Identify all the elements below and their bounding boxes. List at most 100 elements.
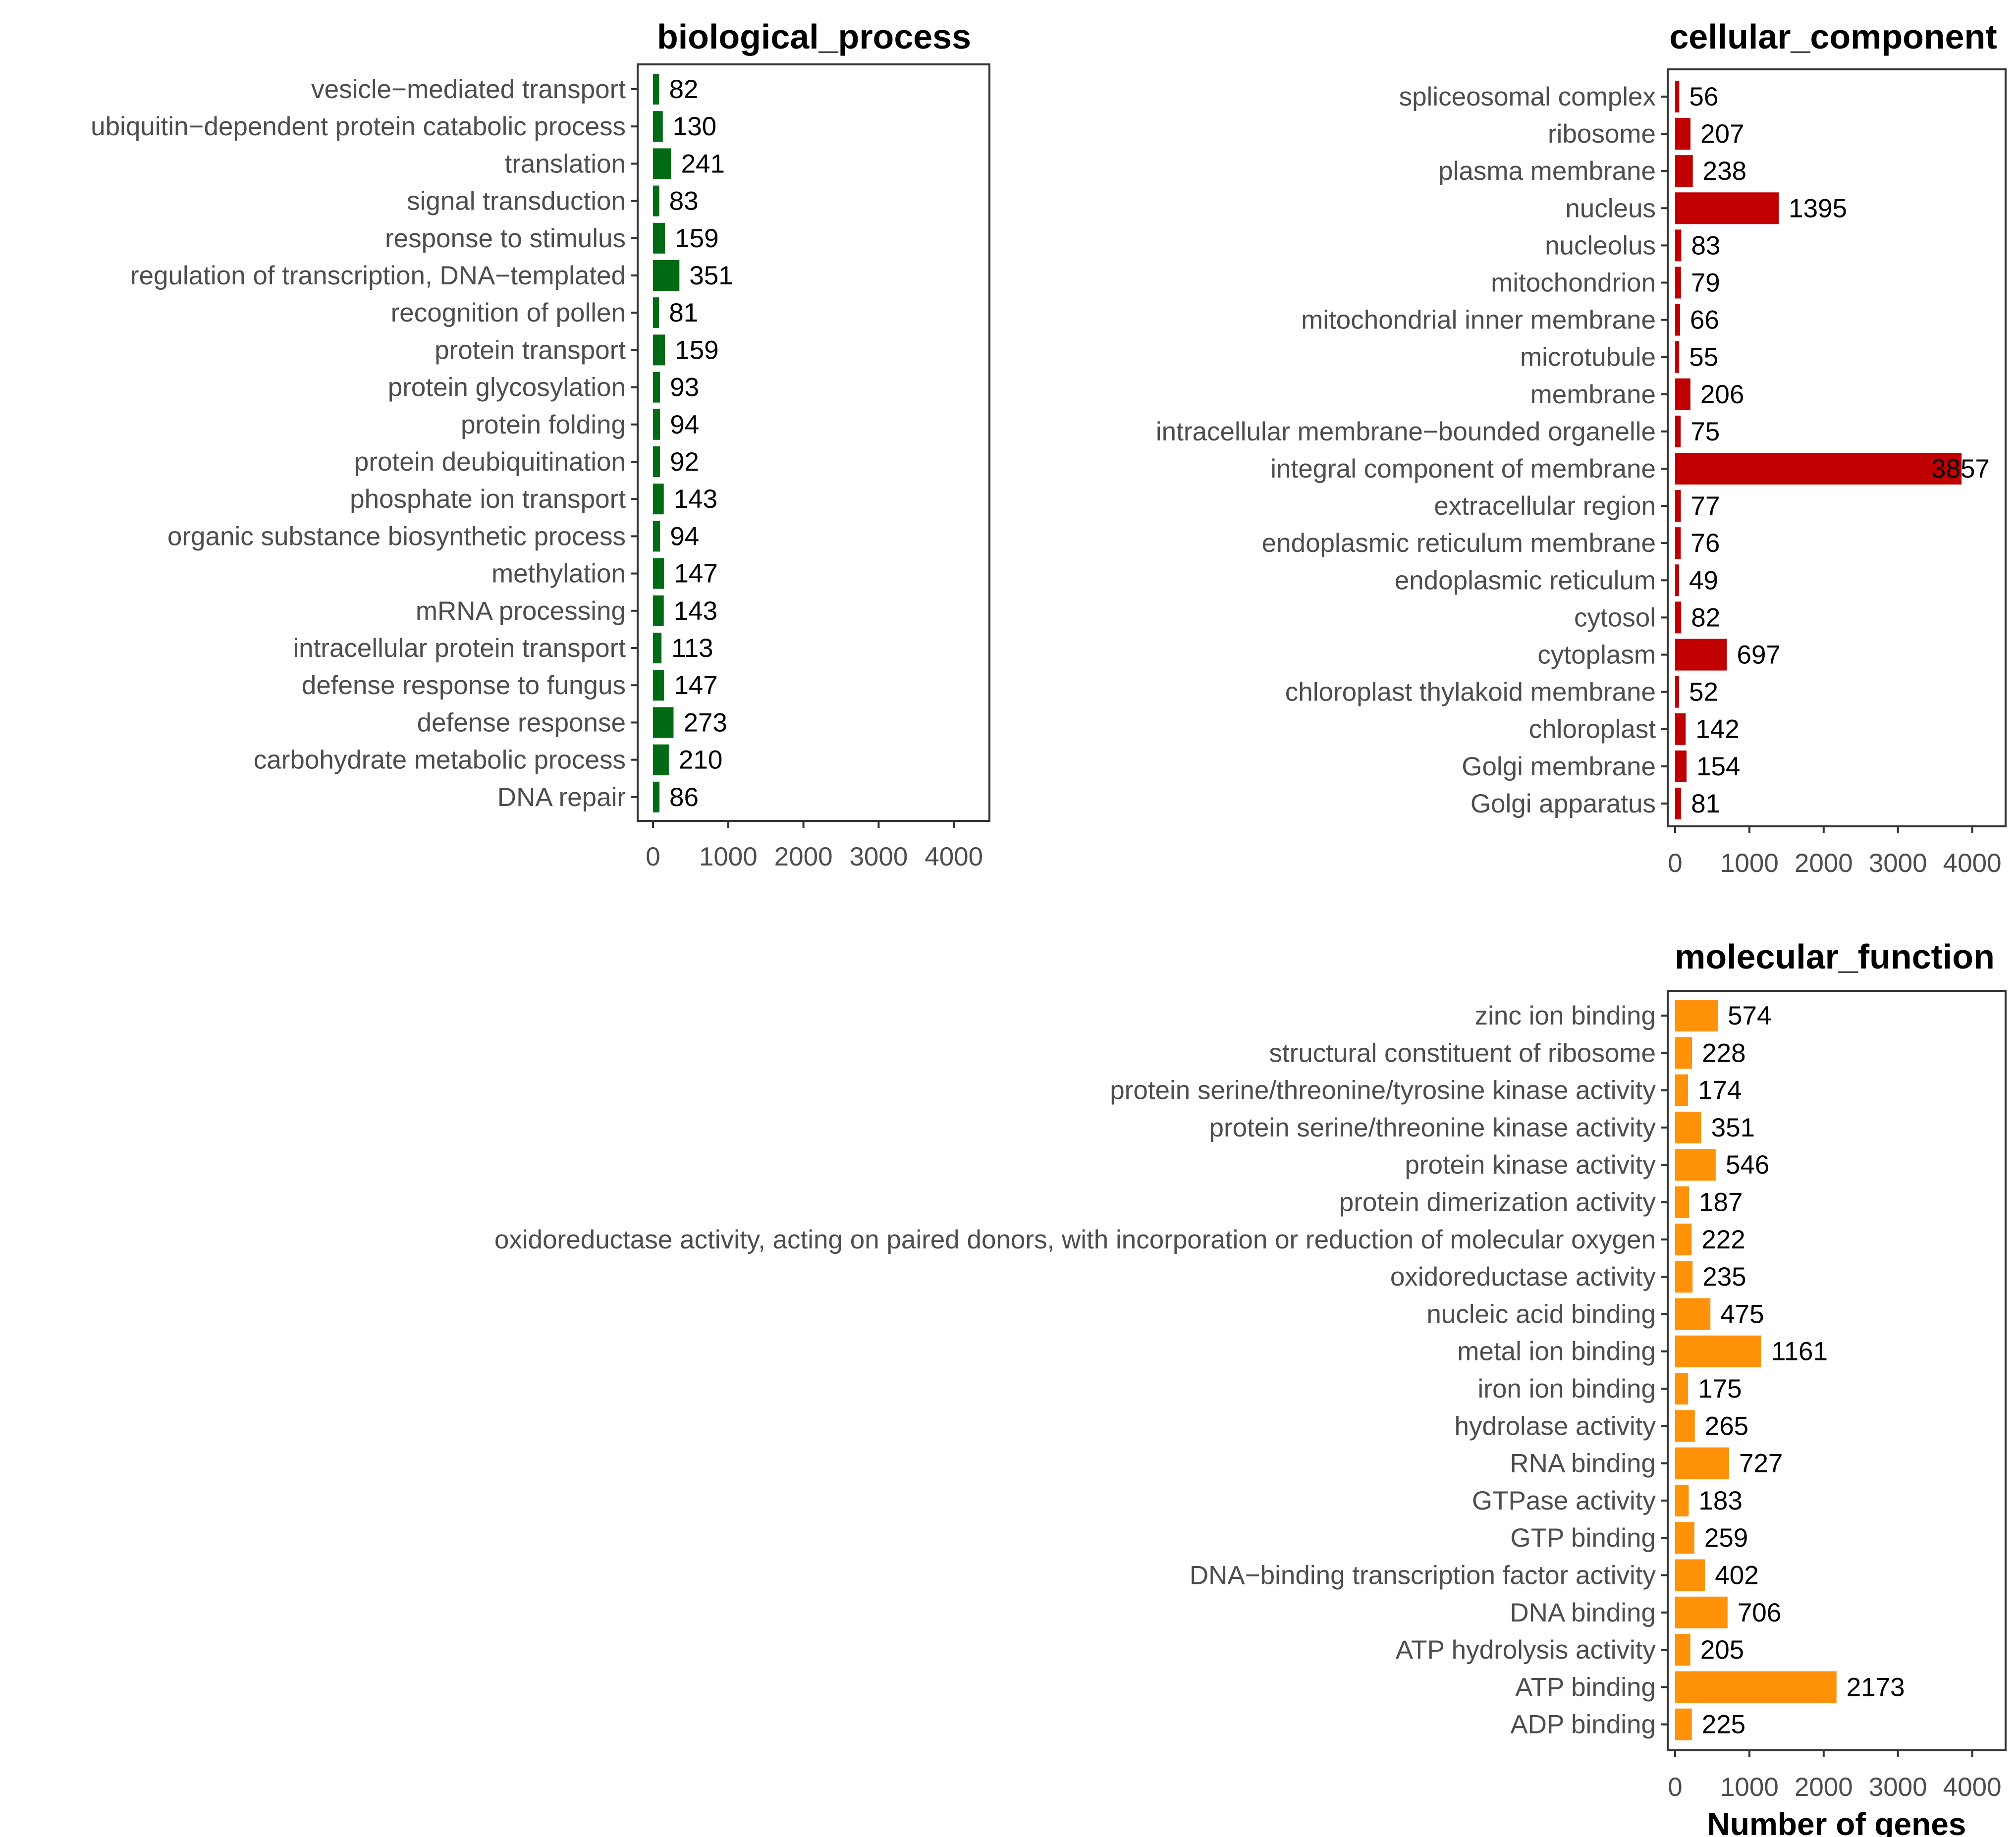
cc-plot-frame — [1667, 68, 2007, 827]
mf-category-label: protein serine/threonine/tyrosine kinase… — [1110, 1076, 1656, 1105]
cc-bar — [1675, 676, 1679, 708]
cc-category-label: microtubule — [1520, 343, 1656, 372]
bp-category-label: defense response — [417, 708, 626, 737]
cc-value-label: 66 — [1690, 306, 1719, 335]
bp-category-label: response to stimulus — [385, 224, 626, 253]
cc-category-label: cytosol — [1574, 603, 1656, 632]
mf-bar — [1675, 1522, 1694, 1554]
mf-bar — [1675, 1261, 1693, 1293]
mf-category-label: iron ion binding — [1478, 1374, 1656, 1404]
cc-category-label: integral component of membrane — [1270, 454, 1656, 484]
bp-bar — [653, 781, 660, 812]
cc-bar — [1675, 155, 1693, 187]
mf-value-label: 235 — [1702, 1262, 1746, 1292]
cc-bar — [1675, 192, 1779, 224]
bp-category-label: protein deubiquitination — [354, 447, 626, 477]
bp-value-label: 159 — [675, 335, 718, 365]
bp-bar — [653, 633, 662, 663]
bp-value-label: 147 — [674, 559, 717, 589]
bp-bar — [653, 111, 663, 142]
mf-value-label: 228 — [1702, 1038, 1745, 1068]
bp-value-label: 113 — [671, 634, 713, 663]
cc-panel: cellular_component spliceosomal complex 56… — [1156, 17, 2007, 878]
bp-category-label: methylation — [491, 559, 626, 589]
bp-category-label: recognition of pollen — [391, 298, 626, 327]
mf-category-label: structural constituent of ribosome — [1269, 1038, 1656, 1068]
cc-value-label: 1395 — [1789, 194, 1847, 223]
bp-category-label: defense response to fungus — [302, 671, 626, 700]
cc-title: cellular_component — [1669, 17, 1997, 56]
mf-value-label: 727 — [1739, 1449, 1783, 1478]
cc-x-tick-label: 3000 — [1869, 849, 1927, 878]
mf-category-label: ATP binding — [1515, 1673, 1656, 1702]
cc-value-label: 49 — [1689, 566, 1718, 595]
cc-bar — [1675, 378, 1690, 410]
cc-category-label: intracellular membrane−bounded organelle — [1156, 417, 1656, 446]
cc-category-label: chloroplast thylakoid membrane — [1285, 678, 1656, 707]
bp-bar — [653, 148, 671, 179]
mf-category-label: zinc ion binding — [1475, 1001, 1656, 1030]
cc-bar — [1675, 750, 1687, 782]
bp-category-label: translation — [504, 149, 626, 178]
bp-value-label: 143 — [674, 485, 717, 514]
bp-x-tick-label: 3000 — [849, 842, 908, 871]
mf-value-label: 574 — [1728, 1001, 1771, 1030]
bp-value-label: 130 — [673, 112, 716, 141]
bp-value-label: 143 — [674, 596, 717, 626]
bp-value-label: 273 — [683, 708, 727, 737]
cc-bar — [1675, 118, 1691, 150]
mf-value-label: 175 — [1698, 1374, 1742, 1404]
mf-x-tick-label: 0 — [1668, 1773, 1682, 1802]
cc-bar — [1675, 267, 1681, 299]
cc-category-label: Golgi apparatus — [1471, 789, 1656, 818]
cc-category-label: extracellular region — [1434, 491, 1656, 521]
mf-category-label: hydrolase activity — [1454, 1411, 1656, 1441]
cc-category-label: spliceosomal complex — [1399, 82, 1656, 111]
mf-value-label: 265 — [1705, 1411, 1748, 1441]
bp-bar — [653, 372, 660, 403]
cc-value-label: 206 — [1700, 380, 1744, 409]
mf-value-label: 259 — [1704, 1523, 1748, 1553]
mf-value-label: 225 — [1702, 1710, 1745, 1739]
bp-bar — [653, 260, 680, 291]
mf-bar — [1675, 1671, 1837, 1703]
mf-category-label: oxidoreductase activity, acting on paire… — [494, 1225, 1656, 1254]
cc-value-label: 142 — [1695, 715, 1739, 744]
cc-category-label: plasma membrane — [1438, 157, 1656, 186]
bp-bar — [653, 670, 664, 701]
mf-bar — [1675, 1410, 1695, 1442]
bp-value-label: 81 — [669, 298, 698, 327]
bp-category-label: protein folding — [461, 410, 626, 439]
bp-value-label: 86 — [669, 783, 699, 812]
bp-bar — [653, 297, 659, 328]
mf-value-label: 706 — [1738, 1598, 1781, 1627]
mf-bar — [1675, 1111, 1701, 1143]
cc-bar — [1675, 415, 1681, 447]
bp-value-label: 82 — [669, 75, 698, 104]
cc-category-label: endoplasmic reticulum membrane — [1262, 529, 1656, 558]
mf-bar — [1675, 1484, 1689, 1516]
mf-value-label: 402 — [1715, 1561, 1758, 1590]
mf-value-label: 2173 — [1847, 1673, 1905, 1702]
cc-value-label: 154 — [1696, 752, 1740, 781]
mf-value-label: 475 — [1720, 1299, 1764, 1329]
mf-category-label: protein dimerization activity — [1339, 1188, 1656, 1217]
mf-category-label: GTP binding — [1510, 1523, 1656, 1553]
mf-bar — [1675, 1708, 1692, 1740]
mf-value-label: 205 — [1700, 1635, 1744, 1665]
bp-value-label: 241 — [681, 149, 725, 178]
mf-x-tick-label: 3000 — [1869, 1773, 1927, 1802]
bp-panel: biological_process vesicle−mediated trans… — [91, 17, 990, 871]
bp-value-label: 94 — [670, 522, 699, 551]
cc-x-tick-label: 1000 — [1720, 849, 1779, 878]
bp-category-label: vesicle−mediated transport — [311, 75, 626, 104]
mf-category-label: GTPase activity — [1472, 1486, 1656, 1515]
cc-value-label: 81 — [1691, 789, 1720, 818]
mf-title: molecular_function — [1675, 937, 1995, 976]
bp-value-label: 147 — [674, 671, 717, 700]
cc-bar — [1675, 601, 1682, 634]
mf-plot-frame — [1667, 990, 2007, 1751]
cc-value-label: 82 — [1691, 603, 1720, 632]
bp-x-tick-label: 2000 — [774, 842, 833, 871]
